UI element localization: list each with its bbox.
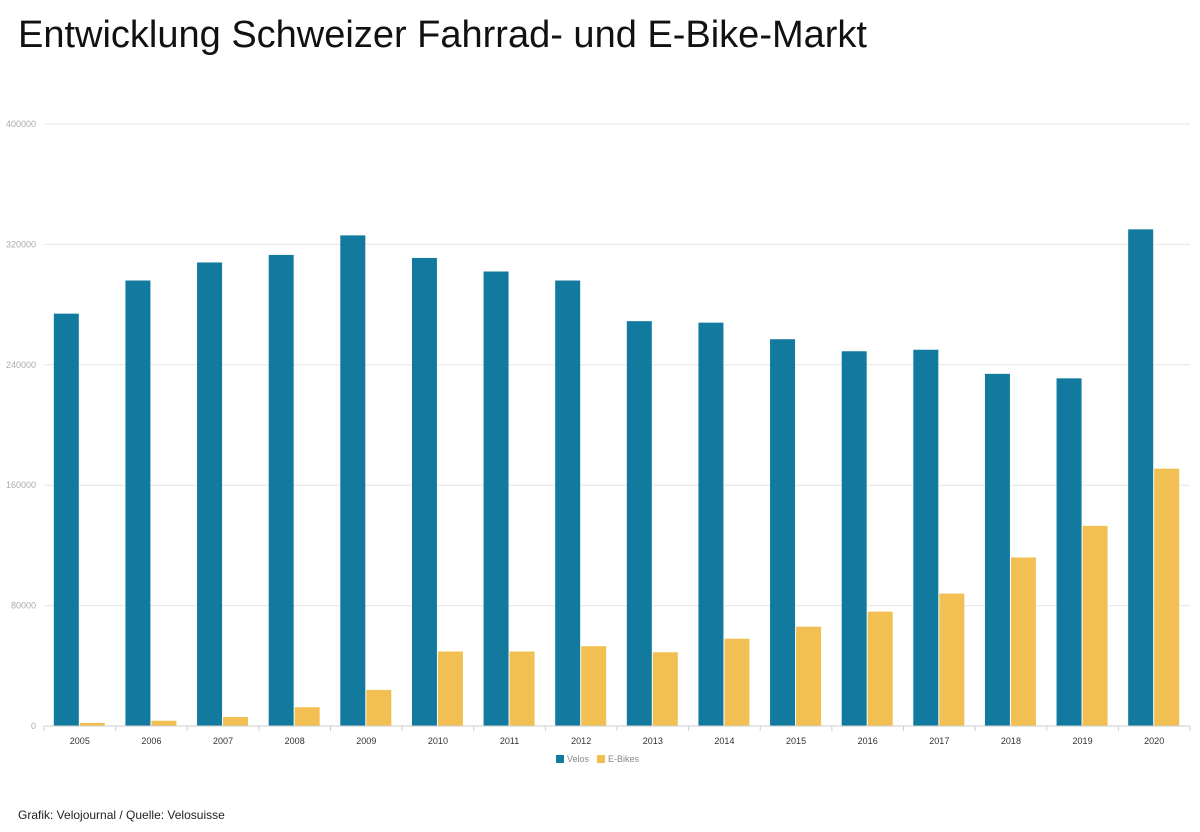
bar-e-bikes-2010 [437, 651, 463, 726]
bar-velos-2010 [411, 257, 437, 726]
x-tick-label: 2006 [141, 736, 161, 746]
bar-velos-2012 [555, 280, 581, 726]
bar-e-bikes-2009 [366, 689, 392, 726]
bar-e-bikes-2020 [1154, 468, 1180, 726]
chart-title: Entwicklung Schweizer Fahrrad- und E-Bik… [18, 14, 867, 56]
x-tick-label: 2020 [1144, 736, 1164, 746]
x-tick-label: 2016 [858, 736, 878, 746]
bar-e-bikes-2013 [652, 652, 678, 726]
bar-velos-2018 [984, 373, 1010, 726]
bar-velos-2017 [913, 349, 939, 726]
x-tick-label: 2015 [786, 736, 806, 746]
bar-e-bikes-2016 [867, 611, 893, 726]
bar-velos-2015 [770, 339, 796, 726]
x-tick-label: 2005 [70, 736, 90, 746]
bar-velos-2007 [197, 262, 223, 726]
bar-velos-2019 [1056, 378, 1082, 726]
bar-velos-2011 [483, 271, 509, 726]
y-tick-label: 0 [31, 721, 36, 731]
bar-e-bikes-2012 [581, 646, 607, 726]
y-tick-label: 320000 [6, 239, 36, 249]
bars [53, 229, 1180, 726]
y-axis-ticks: 0 80000 160000 240000 320000 400000 [6, 119, 36, 731]
bar-e-bikes-2019 [1082, 525, 1108, 726]
legend-label: Velos [567, 754, 590, 764]
legend-swatch-e-bikes [597, 755, 605, 763]
bar-velos-2005 [53, 313, 79, 726]
y-tick-label: 160000 [6, 480, 36, 490]
bar-e-bikes-2017 [939, 593, 965, 726]
x-tick-label: 2014 [714, 736, 734, 746]
bar-e-bikes-2007 [223, 716, 249, 726]
x-tick-label: 2017 [929, 736, 949, 746]
x-tick-label: 2012 [571, 736, 591, 746]
bar-e-bikes-2011 [509, 651, 535, 726]
bar-e-bikes-2006 [151, 720, 177, 726]
x-tick-label: 2018 [1001, 736, 1021, 746]
bar-e-bikes-2015 [796, 626, 822, 726]
x-tick-label: 2010 [428, 736, 448, 746]
legend: Velos E-Bikes [556, 754, 640, 764]
x-tick-label: 2011 [500, 736, 519, 746]
source-note: Grafik: Velojournal / Quelle: Velosuisse [18, 808, 225, 822]
bar-velos-2016 [841, 351, 867, 726]
bar-velos-2009 [340, 235, 366, 726]
x-tick-label: 2007 [213, 736, 233, 746]
bar-velos-2014 [698, 322, 724, 726]
bar-velos-2020 [1128, 229, 1154, 726]
bar-e-bikes-2018 [1010, 557, 1036, 726]
x-tick-label: 2009 [356, 736, 376, 746]
y-tick-label: 240000 [6, 360, 36, 370]
bar-velos-2006 [125, 280, 151, 726]
bar-velos-2008 [268, 254, 294, 726]
x-tick-label: 2008 [285, 736, 305, 746]
y-tick-label: 400000 [6, 119, 36, 129]
x-axis-ticks: 2005 2006 2007 2008 2009 2010 2011 2012 2013 2014… [43, 725, 1191, 746]
legend-label: E-Bikes [608, 754, 640, 764]
bar-velos-2013 [626, 321, 652, 726]
bar-e-bikes-2014 [724, 638, 750, 726]
x-tick-label: 2013 [643, 736, 663, 746]
legend-swatch-velos [556, 755, 564, 763]
bar-e-bikes-2005 [79, 722, 105, 726]
bar-e-bikes-2008 [294, 707, 320, 726]
x-tick-label: 2019 [1073, 736, 1093, 746]
y-tick-label: 80000 [11, 601, 36, 611]
